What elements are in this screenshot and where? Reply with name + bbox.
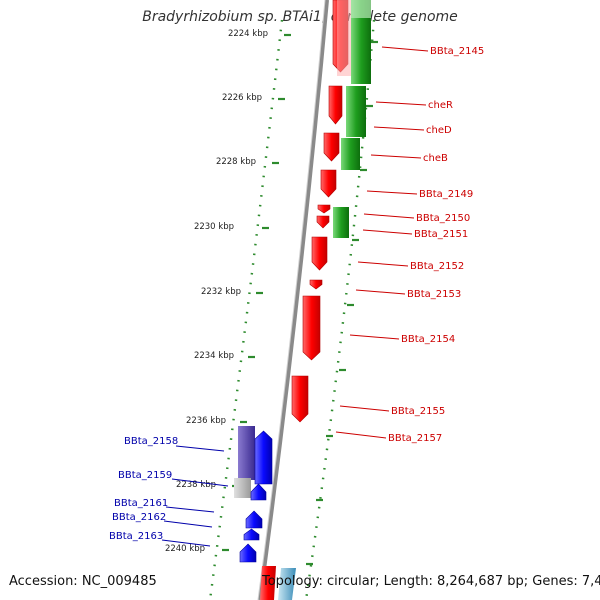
cds-reverse-arrow (254, 430, 273, 485)
cds-reverse-block (234, 478, 251, 498)
cds-forward-arrow (309, 279, 323, 290)
gene-label-reverse: BBta_2161 (114, 498, 168, 509)
gene-label-forward: cheB (423, 153, 448, 164)
tick-label: 2236 kbp (186, 416, 226, 426)
gene-label-forward: BBta_2150 (416, 213, 470, 224)
cds-forward-arrow (317, 204, 331, 214)
tick-label: 2238 kbp (176, 480, 216, 490)
gene-label-forward: BBta_2153 (407, 289, 461, 300)
gene-leader-line (363, 213, 415, 219)
tick-label: 2232 kbp (201, 287, 241, 297)
reverse-cds-track (234, 426, 273, 563)
gc-skew-block (351, 0, 371, 84)
cds-reverse-arrow (245, 510, 263, 529)
tick-label: 2224 kbp (228, 29, 268, 39)
gc-skew-block (333, 207, 349, 238)
gene-label-reverse: BBta_2163 (109, 531, 163, 542)
gene-label-reverse: BBta_2162 (112, 512, 166, 523)
cds-forward-arrow (328, 85, 343, 125)
gene-label-forward: BBta_2154 (401, 334, 455, 345)
map-title: Bradyrhizobium sp. BTAi1, complete genom… (142, 9, 458, 25)
cds-forward-arrow (291, 375, 309, 423)
gene-leader-line (373, 126, 425, 131)
tick-label: 2240 kbp (165, 544, 205, 554)
cds-reverse-arrow (239, 543, 257, 563)
gene-label-group: BBta_2145 cheR cheD cheB BBta_2149 BBta_2150 B… (109, 46, 484, 547)
gc-skew-shade (351, 0, 371, 18)
cds-forward-arrow (302, 295, 321, 361)
gene-label-reverse: BBta_2158 (124, 436, 178, 447)
gene-leader-line (171, 478, 229, 487)
tick-ring-right (304, 19, 376, 600)
topology-text: Topology: circular; Length: 8,264,687 bp… (262, 574, 600, 589)
gene-leader-line (362, 229, 413, 235)
cds-forward-arrow (323, 132, 340, 162)
cds-forward-arrow (316, 215, 330, 229)
gene-leader-line (161, 539, 211, 547)
gene-label-forward: BBta_2145 (430, 46, 484, 57)
tick-label: 2226 kbp (222, 93, 262, 103)
gene-label-forward: BBta_2155 (391, 406, 445, 417)
gene-leader-line (370, 154, 422, 159)
tick-label: 2234 kbp (194, 351, 234, 361)
gc-skew-block (341, 138, 360, 170)
gene-label-forward: cheD (426, 125, 452, 136)
gene-leader-line (163, 520, 213, 528)
gene-label-forward: BBta_2149 (419, 189, 473, 200)
gene-leader-line (381, 46, 429, 52)
gene-leader-line (349, 334, 400, 340)
cds-forward-arrow (320, 169, 337, 198)
gene-leader-line (357, 261, 409, 267)
cds-reverse-block (238, 426, 255, 480)
gene-leader-line (165, 506, 215, 513)
forward-cds-track (260, 0, 351, 600)
gene-leader-line (175, 445, 225, 452)
gc-skew-block (346, 86, 366, 137)
gene-label-forward: BBta_2152 (410, 261, 464, 272)
cds-forward-arrow (311, 236, 328, 271)
accession-text: Accession: NC_009485 (9, 574, 157, 589)
genome-backbone-highlight (257, 0, 326, 600)
gc-skew-track (333, 0, 371, 238)
gene-leader-line (366, 190, 418, 195)
gene-leader-line (375, 101, 427, 106)
cds-forward-shade (337, 0, 351, 76)
tick-group: 2224 kbp 2226 kbp 2228 kbp 2230 kbp 2232 kbp… (165, 29, 378, 566)
tick-label: 2230 kbp (194, 222, 234, 232)
cds-reverse-arrow (243, 528, 260, 541)
tick-label: 2228 kbp (216, 157, 256, 167)
gene-label-reverse: BBta_2159 (118, 470, 172, 481)
cds-forward-arrow (278, 568, 296, 600)
cds-forward-arrow (260, 566, 276, 600)
gene-label-forward: BBta_2151 (414, 229, 468, 240)
gene-leader-line (335, 431, 387, 439)
gene-leader-line (339, 405, 390, 412)
cds-reverse-arrow (250, 483, 267, 501)
genome-backbone (258, 0, 329, 600)
gene-label-forward: cheR (428, 100, 453, 111)
gene-leader-line (355, 289, 406, 295)
gene-label-forward: BBta_2157 (388, 433, 442, 444)
tick-ring-left (208, 19, 284, 600)
